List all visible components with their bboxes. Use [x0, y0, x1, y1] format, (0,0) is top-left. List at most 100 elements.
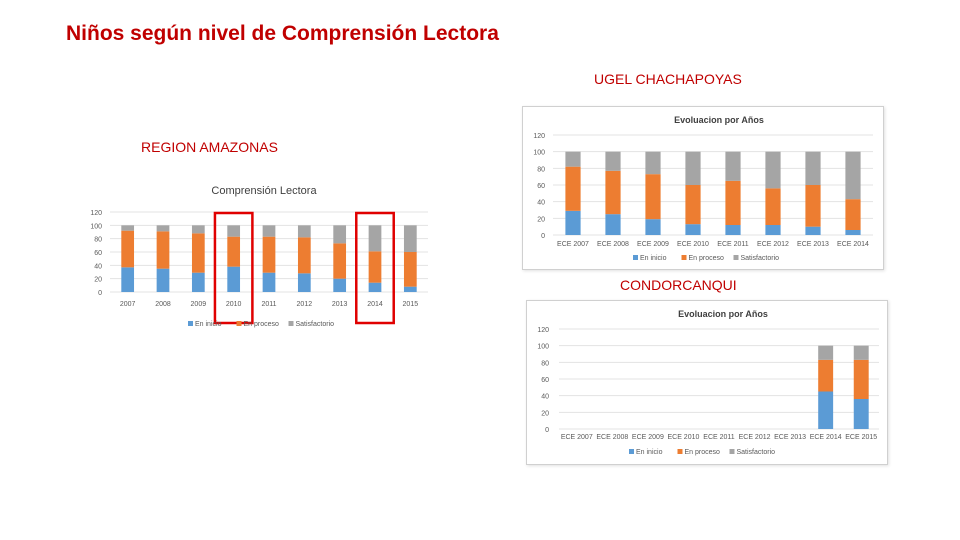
bar-segment	[765, 188, 781, 225]
bar-segment	[605, 151, 621, 171]
bar-segment	[645, 174, 661, 220]
bar-segment	[297, 225, 311, 238]
ugel-chachapoyas-label: UGEL CHACHAPOYAS	[594, 71, 742, 87]
x-tick-label: 2014	[367, 301, 383, 308]
bar-segment	[121, 225, 135, 231]
bar-segment	[818, 359, 834, 392]
bar-segment	[605, 214, 621, 235]
highlight-box	[355, 211, 395, 325]
y-tick-label: 80	[94, 237, 102, 244]
bar-segment	[805, 226, 821, 235]
x-tick-label: ECE 2009	[632, 434, 664, 441]
x-tick-label: 2008	[155, 301, 171, 308]
x-tick-label: ECE 2010	[667, 434, 699, 441]
bar-segment	[368, 251, 382, 283]
y-tick-label: 60	[94, 250, 102, 257]
y-tick-label: 0	[545, 427, 549, 434]
bar-segment	[565, 210, 581, 235]
bar-segment	[333, 278, 347, 292]
slide-title: Niños según nivel de Comprensión Lectora	[66, 22, 499, 45]
bar-segment	[368, 282, 382, 292]
bar-segment	[333, 225, 347, 244]
chachapoyas-chart: Evoluacion por Años 0 20 40 60 80 100 120 ECE 20…	[533, 115, 873, 262]
y-tick-label: 20	[94, 277, 102, 284]
x-tick-label: ECE 2007	[557, 241, 589, 248]
bar-segment	[403, 286, 417, 292]
bar-segment	[685, 185, 701, 225]
legend-swatch	[681, 255, 687, 260]
bar-segment	[645, 219, 661, 235]
bar-segment	[765, 225, 781, 235]
bar-segment	[765, 151, 781, 189]
bar-segment	[403, 252, 417, 287]
bar-segment	[853, 359, 869, 399]
y-tick-label: 80	[541, 360, 549, 367]
bar-segment	[725, 180, 741, 225]
y-tick-label: 80	[537, 166, 545, 173]
highlight-box	[213, 211, 254, 325]
x-tick-label: ECE 2009	[637, 241, 669, 248]
y-tick-label: 100	[533, 150, 545, 157]
x-tick-label: 2012	[297, 301, 313, 308]
x-tick-label: ECE 2007	[561, 434, 593, 441]
x-tick-label: ECE 2012	[739, 434, 771, 441]
chart-title: Comprensión Lectora	[211, 185, 317, 197]
legend-swatch	[236, 321, 242, 326]
bar-segment	[227, 225, 241, 237]
legend-label: En proceso	[685, 449, 721, 456]
y-tick-label: 120	[537, 327, 549, 334]
legend-swatch	[288, 321, 294, 326]
condorcanqui-label: CONDORCANQUI	[620, 277, 737, 293]
legend-label: Satisfactorio	[737, 449, 776, 456]
x-tick-label: 2013	[332, 301, 348, 308]
condorcanqui-chart: Evoluacion por Años 0 20 40 60 80 100 120 ECE 20…	[537, 309, 879, 456]
bar-segment	[685, 224, 701, 235]
bar-segment	[845, 199, 861, 230]
x-tick-label: ECE 2014	[837, 241, 869, 248]
x-tick-label: ECE 2008	[597, 241, 629, 248]
legend-swatch	[677, 449, 683, 454]
bar-segment	[845, 151, 861, 200]
bar-segment	[191, 225, 205, 234]
bar-segment	[845, 230, 861, 235]
y-tick-label: 20	[537, 216, 545, 223]
bar-segment	[156, 225, 170, 232]
bar-segment	[227, 266, 241, 292]
x-tick-label: ECE 2013	[797, 241, 829, 248]
bar-segment	[262, 236, 276, 273]
y-tick-label: 40	[541, 394, 549, 401]
chachapoyas-chart-frame: Evoluacion por Años 0 20 40 60 80 100 120 ECE 20…	[522, 106, 884, 270]
bar-segment	[227, 236, 241, 267]
y-tick-label: 40	[94, 263, 102, 270]
bar-segment	[297, 273, 311, 292]
bar-segment	[262, 225, 276, 237]
bar-segment	[805, 151, 821, 185]
y-tick-label: 100	[90, 223, 102, 230]
x-tick-label: 2009	[191, 301, 207, 308]
y-tick-label: 60	[537, 183, 545, 190]
x-tick-label: ECE 2014	[810, 434, 842, 441]
bar-segment	[121, 230, 135, 268]
bar-segment	[262, 272, 276, 292]
y-tick-label: 0	[98, 290, 102, 297]
bar-segment	[121, 267, 135, 292]
region-label: REGION AMAZONAS	[141, 139, 278, 155]
bar-segment	[725, 225, 741, 235]
chart-title: Evoluacion por Años	[674, 115, 764, 125]
x-tick-label: 2015	[403, 301, 419, 308]
x-tick-label: ECE 2011	[703, 434, 734, 441]
legend-label: Satisfactorio	[296, 321, 335, 328]
bar-segment	[605, 170, 621, 215]
legend-label: En inicio	[636, 449, 663, 456]
y-tick-label: 20	[541, 410, 549, 417]
y-tick-label: 120	[90, 210, 102, 217]
legend-swatch	[188, 321, 193, 326]
legend-swatch	[729, 449, 735, 454]
legend-label: En inicio	[195, 321, 222, 328]
x-tick-label: ECE 2013	[774, 434, 806, 441]
bar-segment	[191, 233, 205, 273]
y-tick-label: 100	[537, 344, 549, 351]
bar-segment	[645, 151, 661, 175]
y-tick-label: 0	[541, 233, 545, 240]
legend-swatch	[633, 255, 638, 260]
